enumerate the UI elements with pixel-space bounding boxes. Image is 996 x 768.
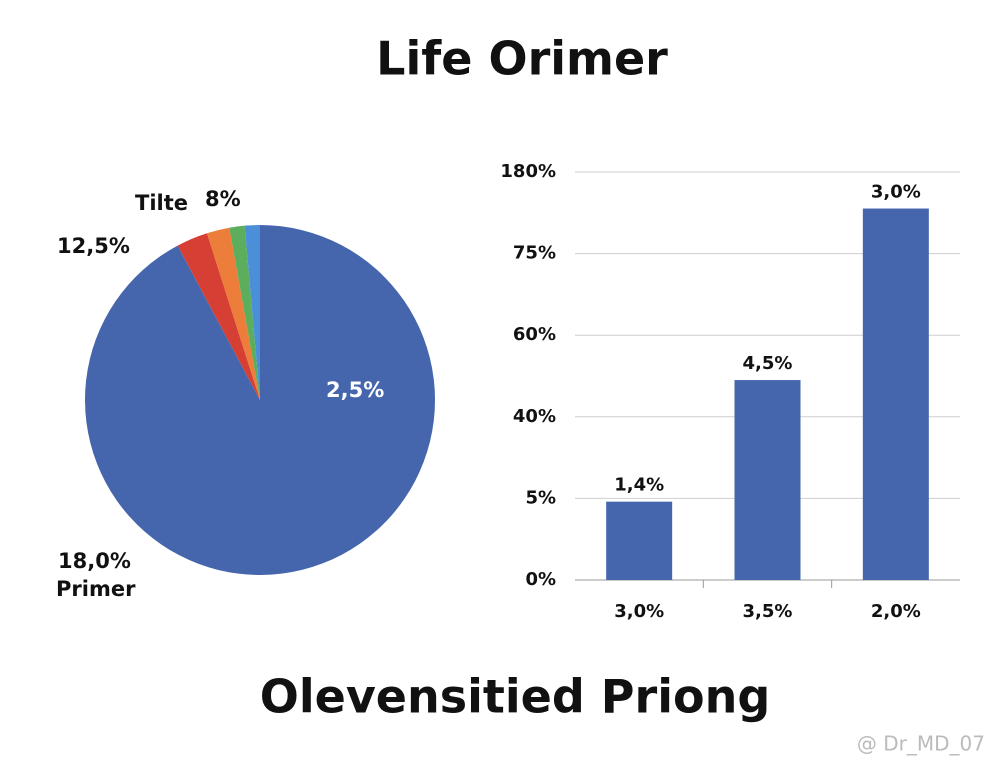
bar [734,380,801,580]
bar [862,208,929,581]
pie-label: Primer [56,577,136,601]
x-tick-label: 3,5% [743,601,793,622]
y-tick-label: 5% [525,487,556,508]
pie-label: 2,5% [326,378,384,402]
bar-label: 1,4% [614,475,664,496]
y-tick-label: 180% [500,161,556,182]
y-tick-label: 60% [513,324,556,345]
y-tick-label: 0% [525,569,556,590]
bar-label: 4,5% [743,353,793,374]
pie-slice [206,227,260,400]
y-tick-label: 75% [513,243,556,264]
x-tick-label: 3,0% [614,601,664,622]
pie-slice [244,225,260,400]
footer-title: Olevensitied Priong [260,670,771,724]
pie-label: Tilte [135,191,188,215]
x-tick-label: 2,0% [871,601,921,622]
pie-slice [84,225,435,575]
pie-label: 8% [205,187,241,211]
pie-slice [177,233,260,400]
pie-slice [229,225,260,400]
bar-label: 3,0% [871,182,921,203]
pie-label: 12,5% [57,234,130,258]
y-tick-label: 40% [513,406,556,427]
page-title: Life Orimer [376,32,668,86]
pie-label: 18,0% [58,549,131,573]
watermark: @ Dr_MD_07 [857,732,985,756]
bar [606,501,673,580]
